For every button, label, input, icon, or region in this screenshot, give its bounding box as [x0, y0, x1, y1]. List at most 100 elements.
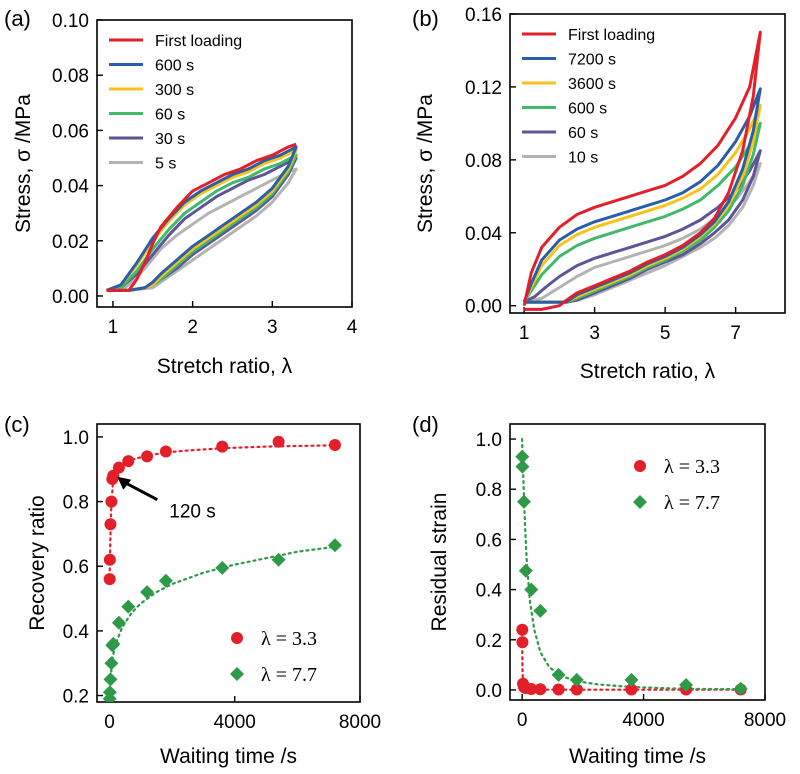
y-tick-label: 0.6 — [476, 530, 502, 551]
data-point-diamond — [121, 599, 136, 614]
plot-frame — [509, 423, 766, 701]
x-tick-label: 0 — [517, 710, 528, 731]
y-tick-label: 0.04 — [465, 224, 502, 245]
data-point-circle — [216, 440, 229, 453]
x-tick-label: 1 — [519, 323, 530, 344]
x-tick-label: 5 — [660, 323, 671, 344]
y-tick-label: 0.2 — [63, 687, 89, 708]
series-line-300-s — [106, 148, 298, 292]
y-tick-label: 1.0 — [63, 428, 89, 449]
data-point-diamond — [533, 603, 548, 618]
data-point-circle — [122, 455, 135, 468]
x-tick-label: 0 — [104, 712, 115, 733]
chart-panel-d: 0 4000 8000 0.0 0.2 0.4 0.6 0.8 1.0 Waiting time … — [412, 412, 786, 768]
data-point-diamond — [733, 681, 748, 696]
legend-label: 30 s — [155, 131, 185, 148]
series-line-first-loading — [106, 142, 297, 292]
x-tick-label: 4 — [347, 317, 358, 338]
data-point-diamond — [624, 672, 639, 687]
legend-label: λ = 7.7 — [261, 664, 317, 686]
x-tick-label: 4000 — [622, 710, 664, 731]
legend-label: 10 s — [568, 150, 598, 167]
data-point-circle — [516, 636, 529, 649]
y-tick-label: 0.8 — [63, 493, 89, 514]
y-tick-label: 1.0 — [476, 430, 502, 451]
x-tick-label: 4000 — [214, 712, 256, 733]
plot-area — [106, 142, 298, 292]
data-point-diamond — [111, 615, 126, 630]
y-tick-label: 0.8 — [476, 480, 502, 501]
data-point-diamond — [106, 636, 121, 651]
y-tick-label: 0.2 — [476, 631, 502, 652]
series-line-3600-s — [522, 103, 762, 304]
y-tick-label: 0.06 — [52, 121, 89, 142]
data-point-diamond — [515, 449, 530, 464]
y-axis-label: Residual strain — [428, 493, 451, 632]
data-point-circle — [525, 682, 538, 695]
data-point-diamond — [271, 552, 286, 567]
data-point-diamond — [102, 685, 117, 700]
data-point-diamond — [104, 656, 119, 671]
data-point-circle — [103, 553, 116, 566]
legend-label: 5 s — [155, 156, 176, 173]
data-point-diamond — [518, 563, 533, 578]
chart-panel-a: 1 2 3 4 0.00 0.02 0.04 0.06 0.08 0.10 Stretch rati… — [4, 6, 358, 378]
fit-line — [521, 626, 742, 691]
legend-label: 60 s — [155, 107, 185, 124]
data-point-diamond — [516, 494, 531, 509]
x-tick-label: 8000 — [339, 712, 381, 733]
x-tick-label: 8000 — [744, 710, 786, 731]
x-tick-label: 2 — [187, 317, 198, 338]
legend-marker — [231, 632, 243, 644]
data-point-circle — [112, 461, 125, 474]
series-line-60-s — [523, 149, 762, 304]
legend-label: 300 s — [155, 82, 194, 99]
data-point-circle — [516, 623, 529, 636]
chart-panel-b: 1 3 5 7 0.00 0.04 0.08 0.12 0.16 Stretch ratio, λ… — [412, 5, 786, 383]
series-line-600-s — [522, 121, 762, 304]
y-tick-label: 0.08 — [465, 151, 502, 172]
y-tick-label: 0.12 — [465, 78, 502, 99]
plot-frame — [96, 19, 353, 308]
plot-frame — [96, 423, 361, 703]
data-point-diamond — [140, 585, 155, 600]
legend-label: λ = 3.3 — [664, 456, 720, 478]
x-axis-label: Stretch ratio, λ — [580, 360, 716, 383]
y-tick-label: 0.0 — [476, 681, 502, 702]
data-point-diamond — [515, 459, 530, 474]
y-axis-label: Stress, σ /MPa — [12, 94, 35, 233]
x-axis-label: Waiting time /s — [569, 745, 706, 768]
legend-marker — [634, 460, 646, 472]
plot-frame — [509, 13, 786, 314]
legend-label: 3600 s — [568, 76, 616, 93]
x-tick-label: 3 — [267, 317, 278, 338]
series-line-7200-s — [522, 87, 762, 304]
y-tick-label: 0.00 — [465, 297, 502, 318]
data-point-diamond — [215, 560, 230, 575]
annotation-label: 120 s — [169, 502, 215, 523]
y-tick-label: 0.00 — [52, 287, 89, 308]
legend-label: 7200 s — [568, 52, 616, 69]
x-tick-label: 3 — [589, 323, 600, 344]
series-line-30-s — [106, 156, 298, 292]
data-point-circle — [552, 683, 565, 696]
legend-label: λ = 7.7 — [664, 492, 720, 514]
chart-panel-c: 0 4000 8000 0.2 0.4 0.6 0.8 1.0 Waiting time /s R… — [4, 412, 381, 768]
y-tick-label: 0.10 — [52, 11, 89, 32]
y-tick-label: 0.6 — [63, 557, 89, 578]
data-point-diamond — [524, 582, 539, 597]
plot-area — [522, 30, 762, 311]
fit-line — [108, 545, 337, 697]
y-tick-label: 0.4 — [63, 622, 90, 643]
y-tick-label: 0.08 — [52, 66, 89, 87]
x-tick-label: 1 — [108, 317, 119, 338]
data-point-diamond — [551, 667, 566, 682]
data-point-diamond — [679, 677, 694, 692]
legend-label: First loading — [155, 33, 242, 50]
data-point-circle — [328, 439, 341, 452]
legend-label: λ = 3.3 — [261, 628, 317, 650]
data-point-circle — [625, 683, 638, 696]
annotation-arrow-head — [117, 476, 132, 490]
data-point-circle — [104, 518, 117, 531]
